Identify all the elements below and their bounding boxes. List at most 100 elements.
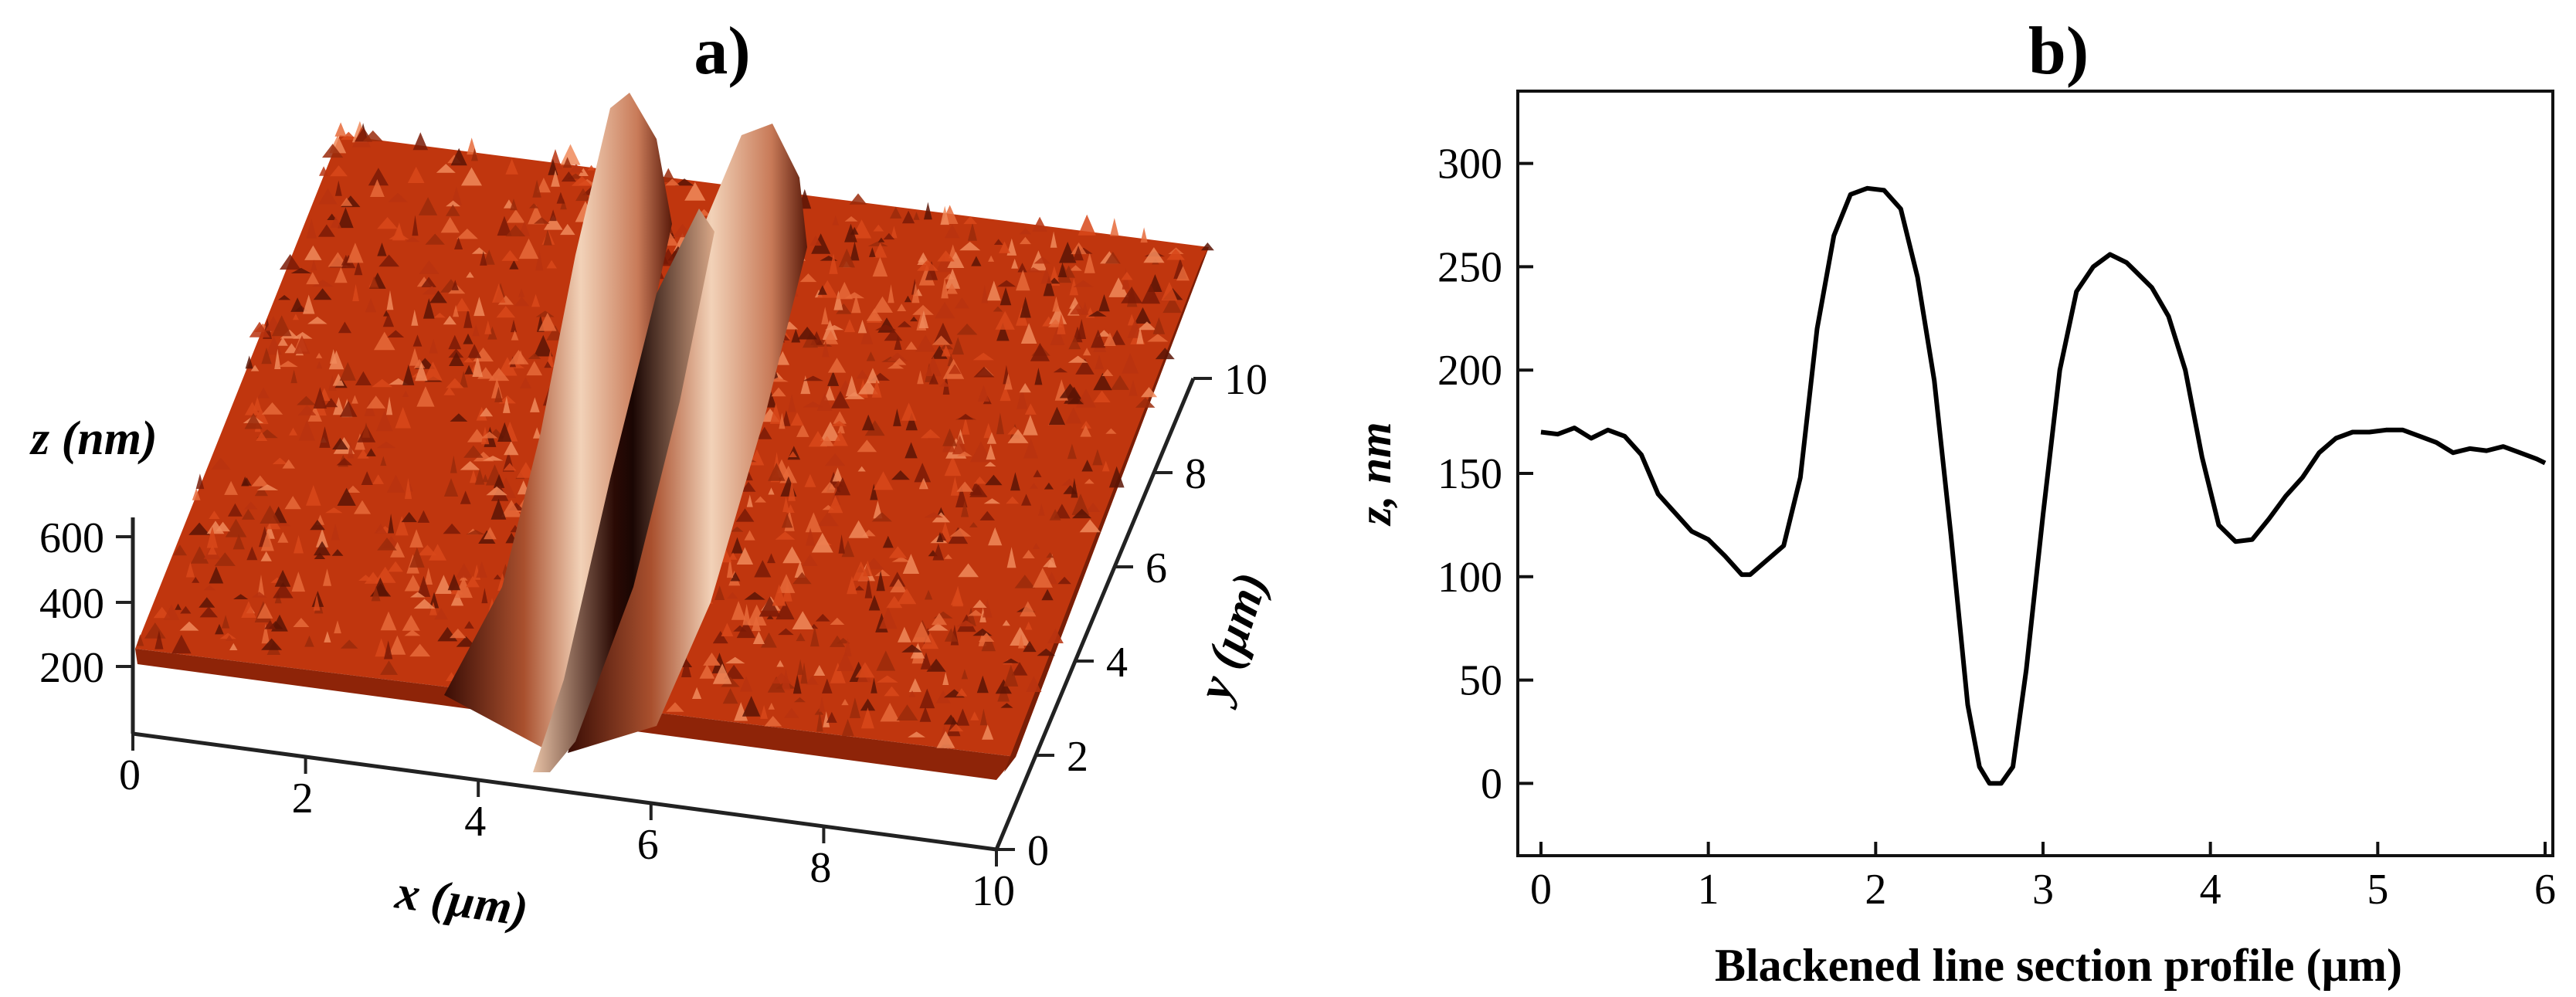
surface-spike <box>833 290 843 310</box>
x-tick-label-b: 0 <box>1530 866 1552 914</box>
surface-spike <box>904 295 911 303</box>
surface-spike <box>456 563 473 578</box>
surface-spike <box>361 422 371 438</box>
surface-spike <box>535 310 555 317</box>
surface-spike <box>271 614 288 632</box>
surface-3d <box>135 93 1214 780</box>
surface-spike <box>423 361 443 381</box>
surface-spike <box>1030 343 1050 361</box>
surface-spike <box>703 653 721 666</box>
surface-spike <box>806 675 819 685</box>
surface-spike <box>1105 251 1121 264</box>
surface-spike <box>518 288 525 297</box>
surface-spike <box>536 178 551 193</box>
surface-spike <box>890 578 908 593</box>
surface-spike <box>480 250 487 266</box>
surface-spike <box>986 444 996 460</box>
surface-spike <box>241 601 256 618</box>
surface-spike <box>435 575 453 594</box>
x-axis-line <box>132 731 997 852</box>
surface-spike <box>958 413 974 420</box>
surface-spike <box>995 310 1015 330</box>
surface-spike <box>1038 504 1045 516</box>
surface-spike <box>898 626 911 643</box>
surface-spike <box>889 571 906 587</box>
surface-spike <box>966 607 976 626</box>
surface-spike <box>514 297 530 307</box>
x-tick-label-a: 10 <box>972 867 1015 915</box>
surface-spike <box>386 396 393 415</box>
surface-spike <box>375 638 388 657</box>
surface-spike <box>880 703 900 722</box>
surface-spike <box>816 710 823 732</box>
surface-spike <box>857 439 877 453</box>
surface-spike <box>518 238 539 259</box>
surface-spike <box>440 216 460 233</box>
surface-spike <box>225 635 233 641</box>
surface-spike <box>243 501 258 510</box>
surface-spike <box>377 217 398 229</box>
surface-spike <box>461 167 482 186</box>
surface-spike <box>351 395 358 404</box>
surface-spike <box>954 297 969 309</box>
surface-spike <box>289 427 298 436</box>
surface-spike <box>1041 588 1054 601</box>
surface-spike <box>961 669 968 680</box>
surface-spike <box>1050 326 1065 345</box>
surface-spike <box>266 336 282 355</box>
surface-spike <box>1007 429 1029 443</box>
surface-spike <box>402 390 409 397</box>
x-tick-label-b: 4 <box>2200 866 2221 914</box>
surface-spike <box>983 599 993 618</box>
surface-spike <box>779 412 786 429</box>
surface-spike <box>918 479 927 489</box>
surface-spike <box>409 348 420 366</box>
surface-spike <box>415 362 428 382</box>
surface-spike <box>744 592 765 600</box>
surface-spike <box>466 575 480 588</box>
surface-spike <box>526 361 543 376</box>
surface-spike <box>1101 368 1114 376</box>
surface-spike <box>871 512 892 522</box>
surface-spike <box>244 412 263 429</box>
surface-spike <box>851 294 861 314</box>
panel-b-label: b) <box>2028 14 2089 89</box>
surface-spike <box>1011 662 1028 676</box>
surface-spike <box>856 369 869 379</box>
surface-spike <box>496 306 516 318</box>
surface-spike <box>294 534 304 554</box>
surface-spike <box>1138 321 1156 331</box>
surface-spike <box>529 203 539 209</box>
surface-spike <box>1073 246 1084 261</box>
surface-spike <box>1084 479 1095 484</box>
surface-spike <box>370 179 385 197</box>
surface-spike <box>1026 676 1042 692</box>
surface-spike <box>332 437 348 449</box>
surface-spike <box>790 412 804 426</box>
surface-spike <box>261 402 283 415</box>
surface-spike <box>911 621 932 643</box>
surface-spike <box>450 592 464 606</box>
surface-spike <box>456 636 477 647</box>
surface-spike <box>294 335 311 354</box>
surface-spike <box>244 402 260 415</box>
surface-spike <box>874 569 891 576</box>
surface-spike <box>417 510 430 523</box>
surface-spike <box>882 535 894 548</box>
surface-spike <box>844 223 857 242</box>
surface-spike <box>981 632 996 652</box>
surface-spike <box>961 417 970 435</box>
surface-spike <box>354 260 363 276</box>
surface-spike <box>873 224 884 232</box>
surface-spike <box>739 676 753 692</box>
surface-spike <box>562 157 572 168</box>
surface-spike <box>973 366 995 378</box>
surface-spike <box>191 546 209 564</box>
surface-spike <box>1048 277 1061 284</box>
surface-spike <box>901 402 917 421</box>
surface-spike <box>1050 231 1057 248</box>
surface-spike <box>1078 214 1096 236</box>
surface-spike <box>876 570 885 592</box>
surface-spike <box>347 242 364 263</box>
surface-spike <box>944 628 958 642</box>
